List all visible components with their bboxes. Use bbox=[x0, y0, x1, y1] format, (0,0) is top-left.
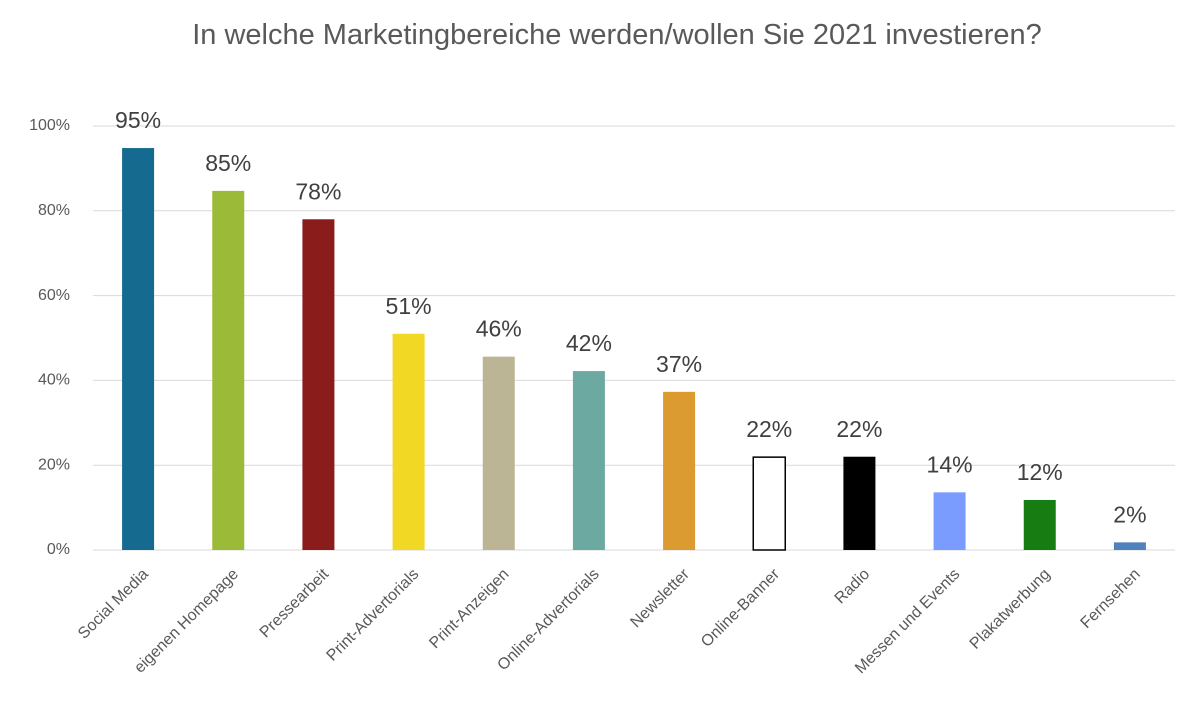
bar bbox=[572, 371, 605, 550]
y-tick-label: 60% bbox=[38, 287, 70, 304]
bar bbox=[933, 492, 966, 550]
value-label: 2% bbox=[1113, 501, 1146, 527]
bar bbox=[212, 190, 245, 550]
x-tick-label: Messen und Events bbox=[852, 566, 963, 677]
value-label: 12% bbox=[1017, 459, 1063, 485]
x-tick-label: Fernsehen bbox=[1078, 566, 1144, 632]
value-label: 85% bbox=[205, 150, 251, 176]
bar bbox=[1023, 499, 1056, 550]
value-label: 42% bbox=[566, 330, 612, 356]
bar bbox=[392, 333, 425, 550]
x-tick-label: Print-Advertorials bbox=[324, 566, 423, 665]
y-tick-label: 0% bbox=[47, 541, 70, 558]
bar bbox=[1113, 542, 1146, 550]
value-label: 14% bbox=[927, 451, 973, 477]
value-label: 78% bbox=[295, 178, 341, 204]
value-label: 22% bbox=[746, 416, 792, 442]
value-label: 95% bbox=[115, 107, 161, 133]
bar bbox=[482, 356, 515, 550]
y-tick-label: 20% bbox=[38, 456, 70, 473]
bar bbox=[122, 148, 155, 550]
x-tick-label: eigenen Homepage bbox=[131, 566, 242, 677]
bar bbox=[752, 456, 786, 551]
value-label: 51% bbox=[386, 293, 432, 319]
x-tick-label: Online-Advertorials bbox=[494, 566, 602, 674]
x-tick-label: Radio bbox=[832, 566, 874, 608]
x-tick-label: Social Media bbox=[75, 566, 152, 643]
y-tick-label: 100% bbox=[29, 117, 70, 134]
bar bbox=[843, 456, 876, 550]
value-label: 22% bbox=[836, 416, 882, 442]
x-tick-label: Pressearbeit bbox=[257, 565, 333, 641]
chart-title: In welche Marketingbereiche werden/wolle… bbox=[192, 19, 1042, 51]
y-tick-label: 40% bbox=[38, 372, 70, 389]
bar bbox=[302, 219, 335, 550]
y-tick-label: 80% bbox=[38, 202, 70, 219]
x-tick-label: Plakatwerbung bbox=[967, 566, 1054, 653]
value-label: 37% bbox=[656, 351, 702, 377]
x-tick-label: Online-Banner bbox=[698, 565, 783, 650]
x-tick-label: Print-Anzeigen bbox=[426, 566, 512, 652]
x-tick-label: Newsletter bbox=[627, 565, 693, 631]
value-label: 46% bbox=[476, 316, 522, 342]
bar bbox=[663, 391, 696, 550]
